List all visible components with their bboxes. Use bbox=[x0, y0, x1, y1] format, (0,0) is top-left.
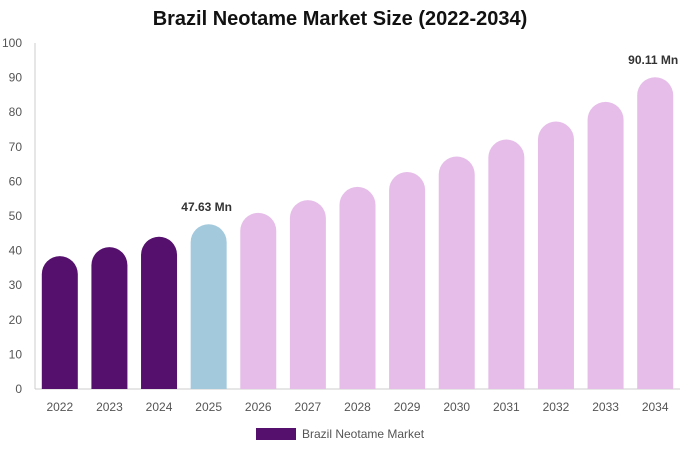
x-tick-label: 2023 bbox=[96, 400, 123, 414]
labels: 2022 2023 2024 2025 2026 2027 2028 2029 2030 2031… bbox=[46, 53, 678, 414]
bar-2024 bbox=[141, 236, 178, 389]
bar-2031 bbox=[488, 139, 525, 389]
x-tick-label: 2027 bbox=[295, 400, 322, 414]
x-tick-label: 2028 bbox=[344, 400, 371, 414]
x-tick-label: 2031 bbox=[493, 400, 520, 414]
legend: Brazil Neotame Market bbox=[256, 427, 425, 441]
bar-2022 bbox=[41, 256, 78, 389]
x-tick-label: 2024 bbox=[146, 400, 173, 414]
x-tick-label: 2030 bbox=[443, 400, 470, 414]
bar-2034 bbox=[637, 77, 674, 390]
y-tick-label: 10 bbox=[9, 347, 23, 361]
y-tick-label: 20 bbox=[9, 313, 23, 327]
y-tick-label: 80 bbox=[9, 105, 23, 119]
bar-2025 bbox=[190, 224, 227, 389]
y-tick-label: 0 bbox=[15, 382, 22, 396]
y-tick-label: 40 bbox=[9, 244, 23, 258]
x-tick-label: 2022 bbox=[46, 400, 73, 414]
data-label-2025: 47.63 Mn bbox=[181, 200, 232, 214]
bar-2026 bbox=[240, 212, 277, 389]
x-tick-label: 2032 bbox=[543, 400, 570, 414]
bar-2027 bbox=[289, 200, 326, 389]
y-tick-label: 90 bbox=[9, 71, 23, 85]
data-label-2034: 90.11 Mn bbox=[628, 53, 678, 67]
legend-label: Brazil Neotame Market bbox=[302, 427, 425, 441]
bar-2033 bbox=[587, 101, 624, 389]
y-tick-label: 100 bbox=[2, 36, 22, 50]
x-tick-label: 2034 bbox=[642, 400, 669, 414]
y-tick-label: 30 bbox=[9, 278, 23, 292]
bar-2028 bbox=[339, 186, 376, 389]
bar-2032 bbox=[537, 121, 574, 390]
bar-2029 bbox=[389, 172, 426, 389]
chart-title: Brazil Neotame Market Size (2022-2034) bbox=[152, 8, 528, 30]
bar-2030 bbox=[438, 156, 475, 389]
y-tick-label: 50 bbox=[9, 209, 23, 223]
bar-2023 bbox=[91, 247, 128, 389]
x-tick-label: 2033 bbox=[592, 400, 619, 414]
y-tick-label: 60 bbox=[9, 174, 23, 188]
bars bbox=[41, 77, 674, 390]
x-tick-label: 2029 bbox=[394, 400, 421, 414]
x-tick-label: 2025 bbox=[195, 400, 222, 414]
x-tick-label: 2026 bbox=[245, 400, 272, 414]
legend-swatch bbox=[256, 428, 296, 440]
y-tick-label: 70 bbox=[9, 140, 23, 154]
